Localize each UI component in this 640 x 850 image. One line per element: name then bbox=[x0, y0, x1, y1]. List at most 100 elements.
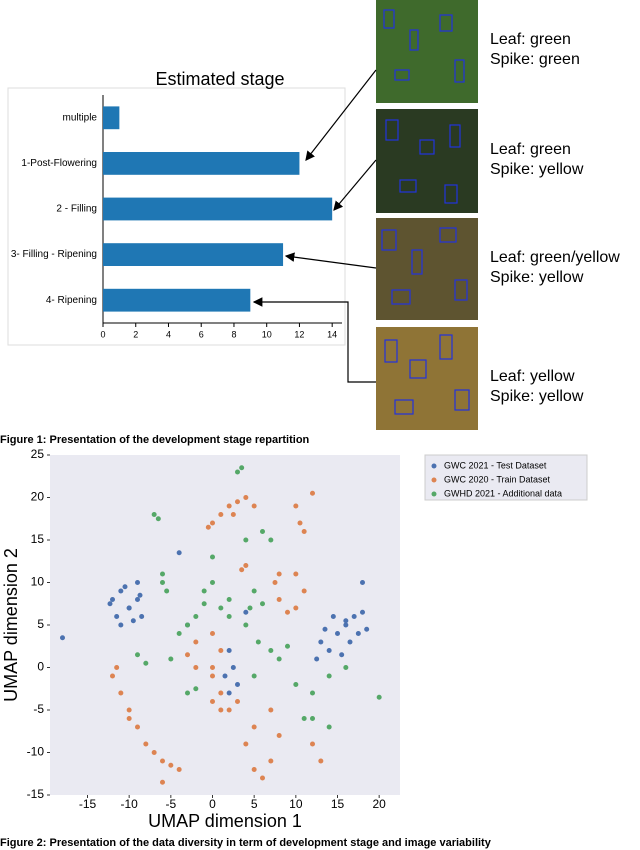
point bbox=[226, 614, 232, 619]
arrows bbox=[252, 69, 377, 383]
point bbox=[160, 758, 165, 764]
y-tick-label: 0 bbox=[37, 660, 44, 674]
point bbox=[185, 652, 190, 658]
point bbox=[193, 665, 199, 670]
bar bbox=[103, 152, 300, 175]
point bbox=[160, 779, 165, 785]
point bbox=[247, 605, 253, 611]
point bbox=[314, 656, 320, 662]
point bbox=[276, 571, 282, 577]
point bbox=[360, 609, 365, 615]
point bbox=[285, 643, 290, 649]
point bbox=[110, 597, 115, 602]
point bbox=[193, 614, 199, 619]
point bbox=[122, 584, 128, 590]
point bbox=[310, 716, 315, 721]
point bbox=[201, 588, 207, 594]
point bbox=[239, 465, 245, 471]
point bbox=[201, 601, 207, 607]
legend-label: GWC 2020 - Train Dataset bbox=[444, 474, 551, 484]
annotation: Leaf: green bbox=[490, 31, 571, 48]
point bbox=[318, 758, 324, 764]
point bbox=[230, 512, 236, 517]
x-tick-label: 0 bbox=[209, 797, 216, 811]
point bbox=[139, 614, 145, 619]
point bbox=[168, 656, 174, 662]
x-tick-label: 0 bbox=[100, 329, 105, 339]
point bbox=[176, 631, 182, 636]
point bbox=[243, 495, 249, 500]
point bbox=[151, 512, 157, 517]
bar bbox=[103, 197, 333, 221]
point bbox=[185, 690, 190, 696]
point bbox=[343, 665, 349, 670]
point bbox=[135, 724, 140, 730]
legend-marker bbox=[431, 491, 437, 497]
point bbox=[339, 652, 345, 658]
point bbox=[318, 639, 324, 645]
point bbox=[210, 665, 215, 670]
point bbox=[268, 707, 274, 713]
x-tick-label: 2 bbox=[133, 329, 138, 339]
x-tick-label: 8 bbox=[231, 329, 236, 339]
point bbox=[251, 767, 257, 772]
point bbox=[251, 503, 257, 509]
point bbox=[293, 571, 299, 577]
x-tick-label: 4 bbox=[166, 329, 171, 339]
point bbox=[276, 733, 282, 738]
bar bbox=[103, 288, 251, 312]
point bbox=[210, 554, 215, 560]
annotation: Leaf: green/yellow bbox=[490, 249, 620, 266]
chart-title: Estimated stage bbox=[155, 69, 284, 89]
point bbox=[226, 648, 232, 653]
point bbox=[218, 707, 224, 713]
point bbox=[107, 601, 113, 607]
x-tick-label: -10 bbox=[120, 797, 138, 811]
point bbox=[276, 656, 282, 662]
point bbox=[143, 660, 149, 666]
panel-frame bbox=[7, 87, 346, 346]
point bbox=[243, 622, 249, 628]
x-tick-label: -15 bbox=[79, 797, 97, 811]
photos bbox=[376, 0, 478, 430]
y-tick-label: 15 bbox=[31, 532, 45, 546]
point bbox=[268, 648, 274, 653]
point bbox=[347, 639, 353, 645]
point bbox=[351, 614, 357, 619]
point bbox=[322, 626, 328, 632]
point bbox=[330, 614, 336, 619]
point bbox=[310, 690, 315, 696]
y-axis-label: UMAP dimension 2 bbox=[1, 548, 21, 702]
point bbox=[226, 690, 232, 696]
x-tick-label: 10 bbox=[289, 797, 303, 811]
x-tick-label: 12 bbox=[294, 329, 304, 339]
annotation: Spike: yellow bbox=[490, 388, 584, 405]
point bbox=[218, 690, 224, 696]
point bbox=[260, 775, 265, 781]
point bbox=[193, 686, 199, 692]
point bbox=[110, 673, 115, 679]
point bbox=[285, 609, 290, 615]
y-tick-label: -10 bbox=[27, 745, 45, 759]
y-tick-label: -15 bbox=[27, 787, 45, 801]
point bbox=[243, 741, 249, 747]
point bbox=[135, 597, 140, 602]
point bbox=[293, 503, 299, 509]
point bbox=[251, 588, 257, 594]
x-tick-label: 6 bbox=[199, 329, 204, 339]
x-axis-label: UMAP dimension 1 bbox=[148, 811, 302, 831]
y-tick-label: 1-Post-Flowering bbox=[21, 158, 97, 169]
point bbox=[205, 524, 211, 530]
point bbox=[193, 639, 199, 645]
point bbox=[343, 622, 349, 628]
point bbox=[218, 605, 224, 611]
point bbox=[210, 580, 215, 585]
y-tick-label: 25 bbox=[31, 447, 45, 461]
point bbox=[297, 520, 303, 526]
point bbox=[137, 592, 143, 598]
y-tick-label: -5 bbox=[33, 702, 44, 716]
annotation: Leaf: green bbox=[490, 141, 571, 158]
point bbox=[226, 503, 232, 509]
point bbox=[293, 682, 299, 687]
